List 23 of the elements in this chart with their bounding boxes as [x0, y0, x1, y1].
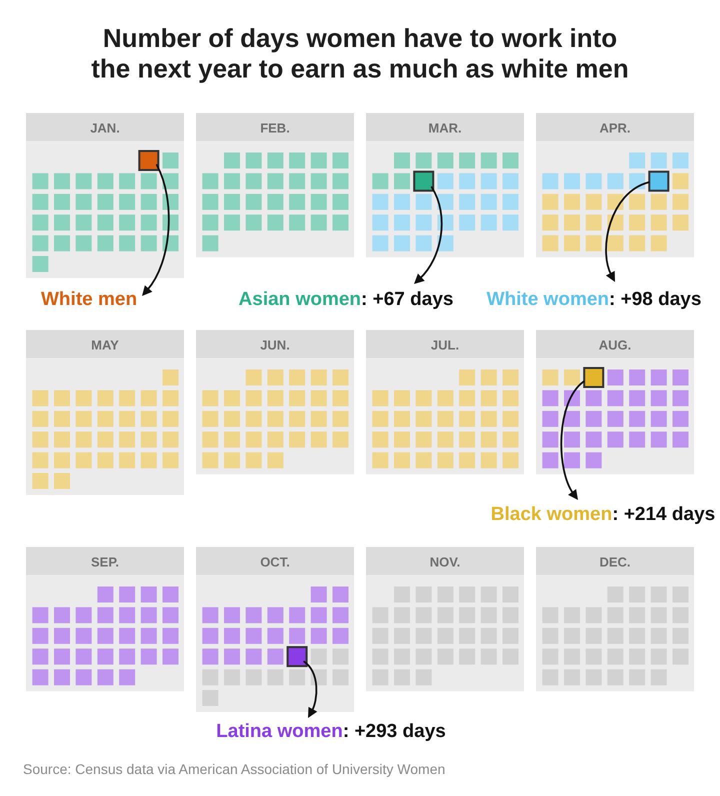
source-note: Source: Census data via American Association of University Women	[23, 761, 446, 777]
category-label: Asian women	[238, 289, 362, 310]
category-label: Latina women	[216, 721, 343, 742]
text: DEC.	[599, 554, 631, 570]
text: APR.	[599, 120, 631, 136]
text: JUN.	[260, 338, 290, 352]
text: OCT.	[260, 554, 290, 570]
text: JUL.	[430, 338, 460, 352]
data-label: : +293 days	[342, 721, 446, 742]
text: MAR.	[428, 120, 462, 136]
category-label: White men	[41, 289, 138, 310]
data-label: : +67 days	[361, 289, 454, 310]
category-label: Black women	[490, 504, 612, 525]
text: AUG.	[598, 338, 632, 352]
text: FEB.	[260, 120, 290, 136]
data-label: : +98 days	[609, 289, 702, 310]
category-label: White women	[486, 289, 610, 310]
text: SEP.	[91, 554, 119, 570]
text: JAN.	[90, 120, 120, 136]
text: Number of days women have to work into the next year to earn as much as white men	[91, 23, 629, 84]
text: NOV.	[430, 554, 460, 570]
text: MAY	[91, 338, 120, 352]
data-label: : +214 days	[612, 504, 716, 525]
